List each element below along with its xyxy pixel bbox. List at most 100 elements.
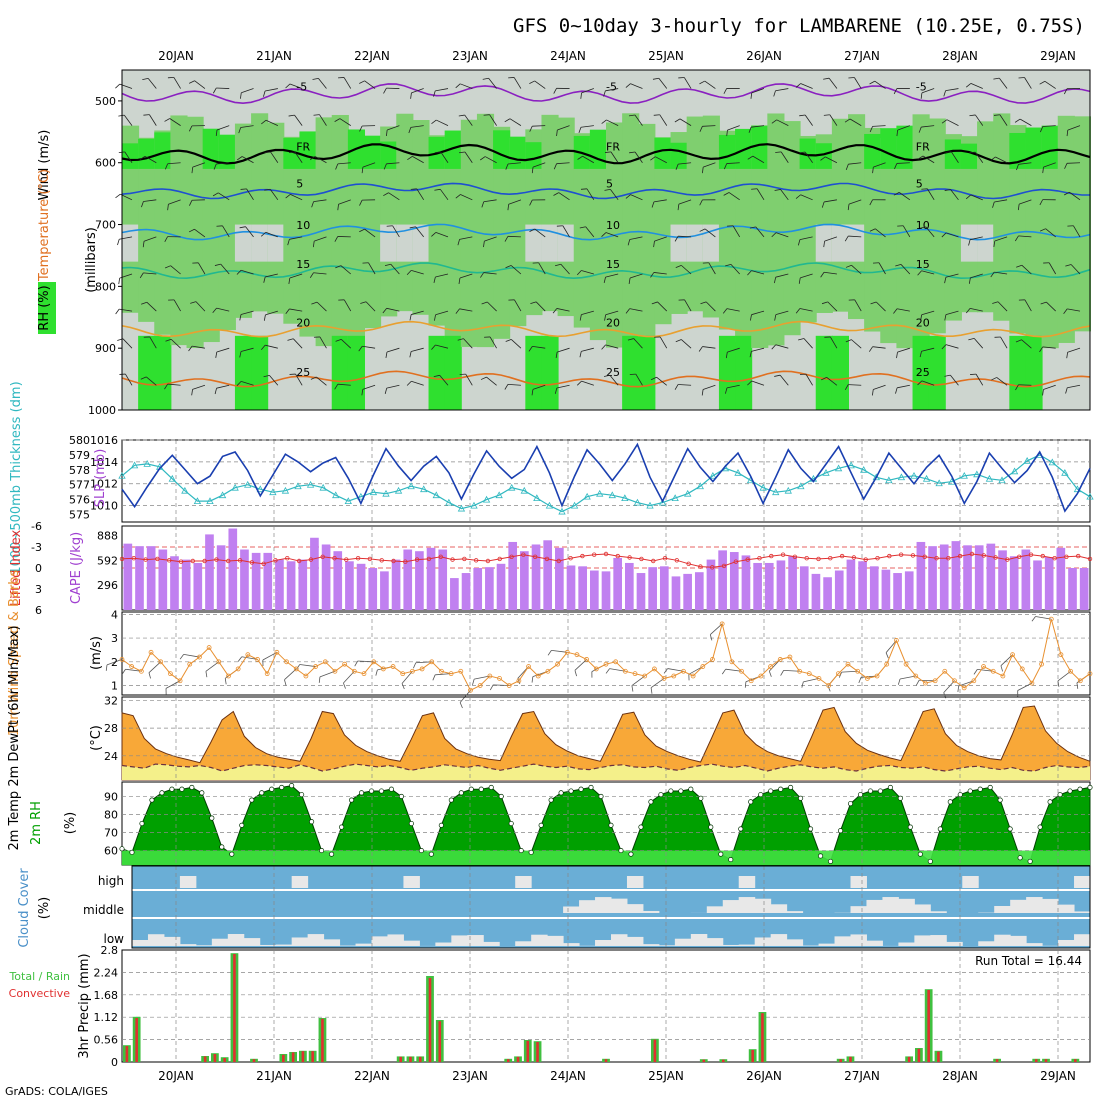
cloud-low xyxy=(243,938,261,946)
y-tick-left: 0 xyxy=(35,562,42,575)
wind-barb xyxy=(337,383,351,386)
wind-barb xyxy=(897,384,910,389)
wind-barb-flag xyxy=(555,263,562,267)
rh-patch xyxy=(444,135,462,339)
wind-barb-flag xyxy=(385,351,388,358)
wind-barb-flag xyxy=(823,241,826,248)
wind-barb-flag xyxy=(896,130,899,137)
thickness-point xyxy=(508,483,516,491)
y-tick-left: 580 xyxy=(69,434,90,447)
y-tick-left: 3 xyxy=(35,583,42,596)
y-tick-right: 1016 xyxy=(90,434,118,447)
isotherm-label: 15 xyxy=(916,258,930,271)
wind-barb-flag xyxy=(359,80,365,84)
wind-barb xyxy=(751,347,765,352)
wind-barb-flag xyxy=(749,314,752,321)
wind-barb-flag xyxy=(1065,264,1072,267)
wind-barb xyxy=(410,125,424,128)
lifted-index-point xyxy=(367,556,373,562)
wind-barb xyxy=(1044,80,1056,89)
wind-barb xyxy=(776,119,789,126)
y-tick-label: 0.56 xyxy=(94,1034,119,1047)
date-label-top: 23JAN xyxy=(452,49,488,63)
wind-barb-flag xyxy=(1039,199,1044,206)
wind-speed-point xyxy=(177,678,183,684)
wind-barb-flag xyxy=(917,380,923,386)
wind-barb-flag xyxy=(724,387,728,394)
wind-barb-flag xyxy=(771,119,777,124)
wind-barb xyxy=(265,88,278,92)
wind-barb-flag xyxy=(212,307,217,314)
wind-barb-flag xyxy=(240,92,242,99)
wind-barb xyxy=(659,336,668,349)
wind-barb xyxy=(775,310,789,316)
rh-point xyxy=(508,820,514,827)
rh-point xyxy=(987,784,993,790)
wind-barb xyxy=(435,673,452,676)
wind-barb xyxy=(143,272,157,275)
y-tick-label: 0 xyxy=(111,1056,118,1069)
rh-point xyxy=(997,797,1003,803)
wind-barb-flag xyxy=(529,80,535,85)
wind-barb-flag xyxy=(313,114,320,116)
cloud-middle xyxy=(866,899,883,913)
panel-slp-thickness: 58057957857757657510161014101210101000~5… xyxy=(9,381,1094,575)
wind-barb-flag xyxy=(604,188,611,191)
wind-barb-flag xyxy=(1063,308,1068,314)
wind-speed-point xyxy=(429,659,435,665)
wind-barb-flag xyxy=(893,308,898,314)
thickness-point xyxy=(822,468,830,476)
wind-barb xyxy=(1067,125,1081,131)
cape-bar xyxy=(356,563,366,610)
wind-barb xyxy=(534,228,546,238)
rh-point xyxy=(628,851,634,857)
rh-point xyxy=(668,788,674,794)
rh-patch xyxy=(170,115,188,346)
wind-barb xyxy=(435,310,449,316)
precip-convective-bar xyxy=(917,1048,921,1062)
cloud-middle xyxy=(754,898,772,913)
wind-barb-flag xyxy=(410,188,417,190)
precip-convective-bar xyxy=(418,1056,422,1062)
wind-barb xyxy=(535,301,546,312)
wind-barb-flag xyxy=(993,77,1000,80)
rh-patch xyxy=(412,224,430,262)
wind-barb xyxy=(340,339,352,349)
rh-point xyxy=(648,799,654,805)
cape-bar xyxy=(1009,556,1019,610)
precip-convective-bar xyxy=(1044,1059,1048,1062)
thickness-point xyxy=(985,474,994,482)
cloud-low xyxy=(898,942,915,946)
cloud-low xyxy=(179,944,197,946)
wind-barb xyxy=(975,373,984,386)
wind-speed-point xyxy=(361,671,367,677)
wind-barb xyxy=(269,189,279,201)
rh-point xyxy=(658,792,664,798)
cloud-low xyxy=(690,934,708,946)
wind-barb-flag xyxy=(990,156,996,161)
wind-barb-flag xyxy=(142,78,149,81)
date-label-top: 21JAN xyxy=(256,49,292,63)
rh-patch xyxy=(638,335,656,410)
wind-barb-flag xyxy=(768,670,772,677)
wind-barb xyxy=(943,680,955,693)
wind-barb xyxy=(830,336,838,349)
wind-barb xyxy=(265,344,278,349)
wind-barb-flag xyxy=(407,156,413,161)
footer-credit: GrADS: COLA/IGES xyxy=(5,1085,108,1098)
wind-barb xyxy=(1067,308,1081,312)
wind-speed-point xyxy=(284,659,289,665)
rh-point xyxy=(329,851,335,857)
wind-barb xyxy=(630,83,643,89)
wind-barb-flag xyxy=(1042,389,1044,396)
wind-barb-flag xyxy=(773,277,777,284)
wind-barb-flag xyxy=(650,687,653,694)
isotherm-line xyxy=(121,143,1091,165)
wind-barb-flag xyxy=(869,199,873,206)
wind-barb-flag xyxy=(774,314,777,321)
thickness-point xyxy=(772,488,780,496)
isotherm-label: -5 xyxy=(606,80,617,93)
lifted-index-point xyxy=(119,556,125,562)
y-axis-label: 10m Wind Speed & Barbs xyxy=(7,570,22,737)
